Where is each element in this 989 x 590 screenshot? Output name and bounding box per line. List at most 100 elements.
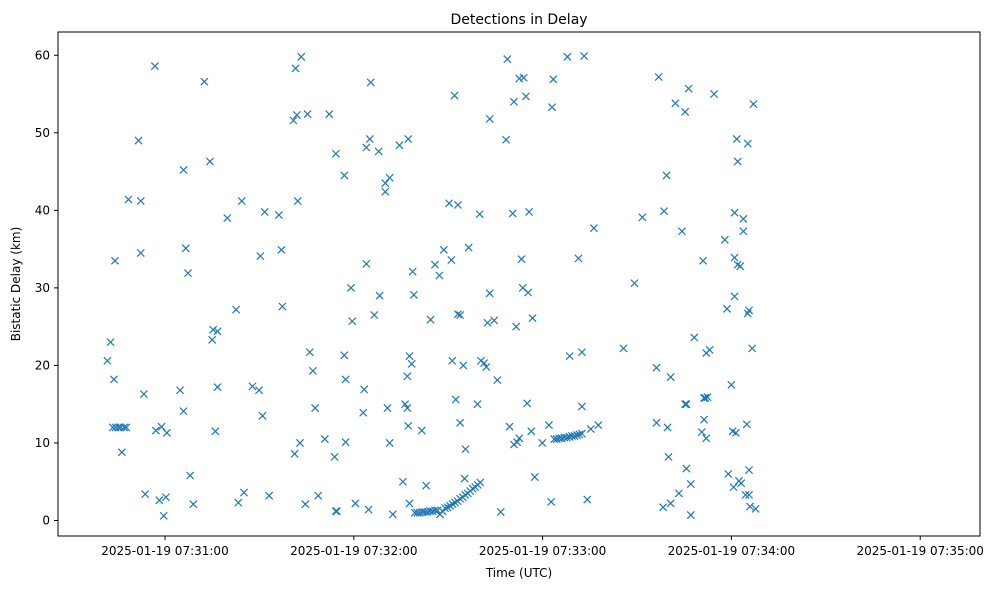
data-point	[365, 134, 374, 144]
data-point	[134, 136, 143, 145]
x-axis: 2025-01-19 07:31:00 2025-01-19 07:32:00 20…	[101, 536, 984, 558]
data-point	[485, 289, 494, 298]
data-point	[549, 75, 558, 84]
data-point	[638, 213, 647, 222]
data-point	[570, 431, 579, 440]
data-point	[682, 400, 691, 409]
data-point	[141, 490, 150, 499]
y-tick-label: 40	[35, 203, 50, 217]
data-point	[722, 304, 732, 313]
data-point	[677, 227, 687, 236]
data-point	[736, 262, 745, 271]
data-point	[654, 72, 663, 81]
data-point	[730, 208, 739, 217]
data-point	[124, 195, 133, 204]
data-point	[383, 404, 392, 413]
data-point	[403, 404, 412, 413]
data-point	[409, 290, 418, 299]
data-point	[739, 214, 748, 223]
data-point	[515, 434, 524, 443]
data-point	[690, 333, 699, 342]
data-point	[161, 493, 170, 502]
data-point	[403, 372, 412, 381]
data-point	[441, 504, 450, 513]
y-tick-label: 0	[42, 513, 50, 527]
data-point	[232, 305, 241, 314]
data-point	[720, 235, 729, 244]
data-point	[733, 260, 742, 269]
data-point	[674, 489, 683, 498]
data-point	[155, 496, 164, 505]
data-point	[362, 143, 371, 152]
data-point	[729, 483, 738, 492]
data-points	[103, 52, 760, 520]
data-point	[331, 149, 340, 158]
data-point	[666, 373, 675, 382]
data-point	[205, 157, 215, 166]
data-point	[482, 362, 491, 371]
data-point	[295, 438, 305, 447]
data-point	[468, 484, 477, 493]
data-point	[108, 423, 117, 432]
data-point	[179, 165, 188, 175]
data-point	[450, 91, 459, 100]
data-point	[278, 302, 287, 311]
data-point	[619, 344, 628, 353]
data-point	[340, 351, 349, 360]
data-point	[743, 139, 752, 148]
data-point	[681, 107, 690, 116]
data-point	[699, 256, 708, 265]
data-point	[490, 316, 499, 325]
data-point	[405, 352, 414, 361]
data-point	[730, 292, 739, 301]
data-point	[521, 92, 530, 101]
data-point	[426, 315, 435, 324]
data-point	[179, 407, 188, 416]
data-point	[120, 423, 129, 432]
data-point	[422, 481, 431, 490]
data-point	[710, 90, 719, 99]
data-point	[385, 438, 394, 447]
data-point	[575, 430, 584, 439]
data-point	[237, 197, 246, 206]
data-point	[460, 474, 469, 483]
data-point	[528, 314, 537, 323]
data-point	[430, 260, 440, 269]
data-point	[483, 318, 492, 327]
data-point	[223, 214, 232, 223]
data-point	[473, 400, 482, 409]
data-point	[464, 243, 473, 252]
data-point	[745, 466, 754, 475]
data-point	[366, 78, 375, 87]
data-point	[277, 245, 286, 254]
data-point	[451, 395, 460, 404]
data-point	[524, 288, 533, 297]
data-point	[745, 502, 754, 511]
data-point	[737, 479, 746, 488]
data-point	[183, 269, 192, 278]
data-point	[256, 252, 265, 261]
data-point	[106, 338, 115, 347]
data-point	[652, 418, 661, 427]
data-point	[523, 399, 532, 408]
x-tick-label: 2025-01-19 07:34:00	[668, 544, 795, 558]
data-point	[630, 279, 639, 288]
data-point	[114, 423, 123, 432]
data-point	[547, 497, 556, 506]
data-point	[493, 376, 502, 385]
data-point	[330, 452, 339, 461]
data-point	[209, 325, 218, 334]
data-point	[395, 141, 404, 150]
data-point	[265, 491, 274, 500]
data-point	[663, 423, 672, 432]
y-tick-label: 50	[35, 126, 50, 140]
data-point	[731, 428, 740, 437]
data-point	[538, 438, 547, 447]
data-point	[186, 471, 195, 480]
data-point	[122, 423, 131, 432]
data-point	[741, 490, 750, 499]
x-axis-label: Time (UTC)	[485, 566, 552, 580]
y-axis-label: Bistatic Delay (km)	[9, 227, 23, 342]
data-point	[258, 411, 267, 420]
